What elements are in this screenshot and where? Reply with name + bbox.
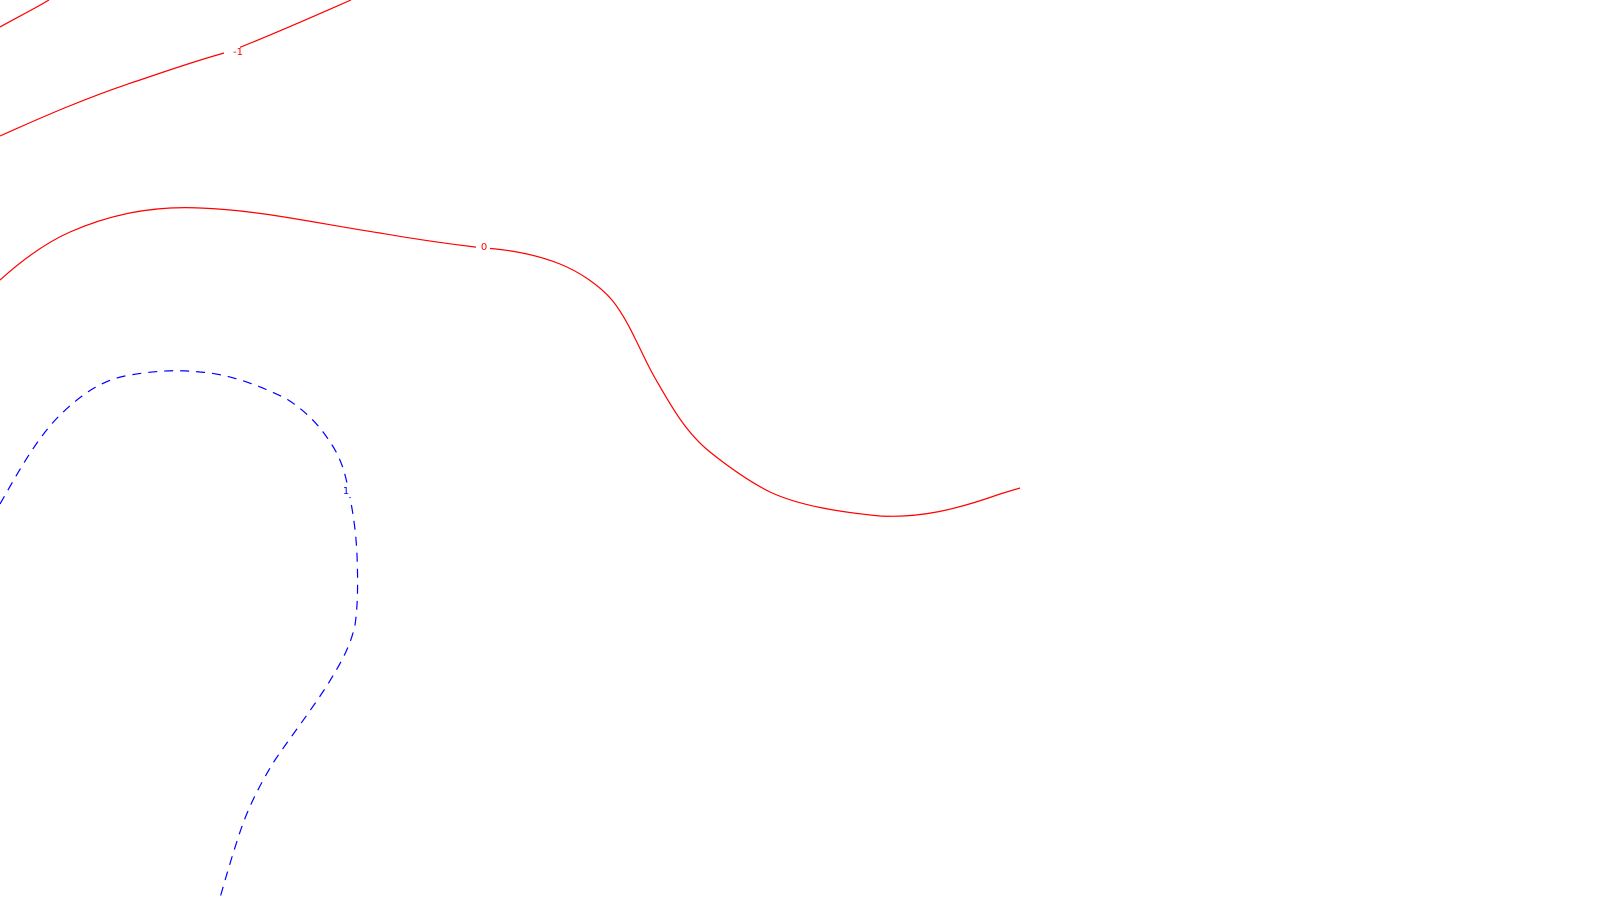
contour-label-bg bbox=[224, 45, 240, 58]
contour-line-zero bbox=[0, 207, 1021, 517]
contour-label-bg bbox=[340, 484, 352, 497]
contour-label-zero: 0 bbox=[481, 242, 487, 253]
contour-line-upper bbox=[0, 0, 50, 28]
contour-label-bg bbox=[476, 240, 490, 253]
contour-line-neg-one bbox=[0, 0, 352, 137]
contour-label-neg-one: -1 bbox=[233, 47, 243, 58]
contour-label-pos-one: 1 bbox=[343, 486, 349, 497]
contour-line-pos-one bbox=[0, 370, 359, 904]
